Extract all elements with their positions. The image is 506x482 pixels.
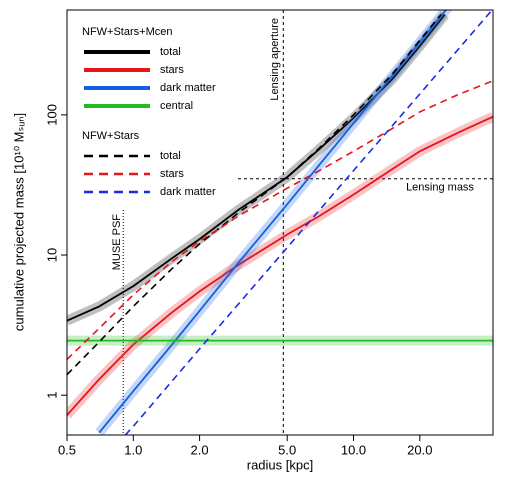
plot: [67, 10, 493, 435]
legend-label: total: [160, 150, 181, 162]
x-tick-label: 5.0: [278, 442, 296, 457]
annotation: Lensing mass: [406, 182, 474, 194]
legend-label: total: [160, 46, 181, 58]
annotation: MUSE PSF: [111, 214, 123, 271]
legend-bg: [76, 126, 236, 200]
legend-title: NFW+Stars+Mcen: [82, 26, 172, 38]
annotation: Lensing aperture: [269, 18, 281, 101]
y-axis-label: cumulative projected mass [10¹⁰ Mₛᵤₙ]: [11, 113, 26, 331]
x-tick-label: 20.0: [407, 442, 432, 457]
legend-label: dark matter: [160, 186, 216, 198]
x-axis-label: radius [kpc]: [247, 457, 313, 472]
legend-label: stars: [160, 64, 184, 76]
y-tick-label: 1: [44, 392, 59, 399]
line: [67, 80, 493, 360]
line: [124, 10, 493, 435]
plot-frame: [66, 9, 494, 436]
legend-label: stars: [160, 168, 184, 180]
line: [67, 13, 442, 376]
x-tick-label: 1.0: [124, 442, 142, 457]
legend-label: dark matter: [160, 82, 216, 94]
line: [67, 115, 493, 416]
x-tick-label: 2.0: [191, 442, 209, 457]
x-tick-label: 0.5: [58, 442, 76, 457]
legend-title: NFW+Stars: [82, 130, 140, 142]
x-tick-label: 10.0: [341, 442, 366, 457]
line: [98, 10, 448, 434]
line: [67, 13, 446, 322]
y-tick-label: 10: [44, 248, 59, 262]
legend-label: central: [160, 100, 193, 112]
y-tick-label: 100: [44, 104, 59, 126]
